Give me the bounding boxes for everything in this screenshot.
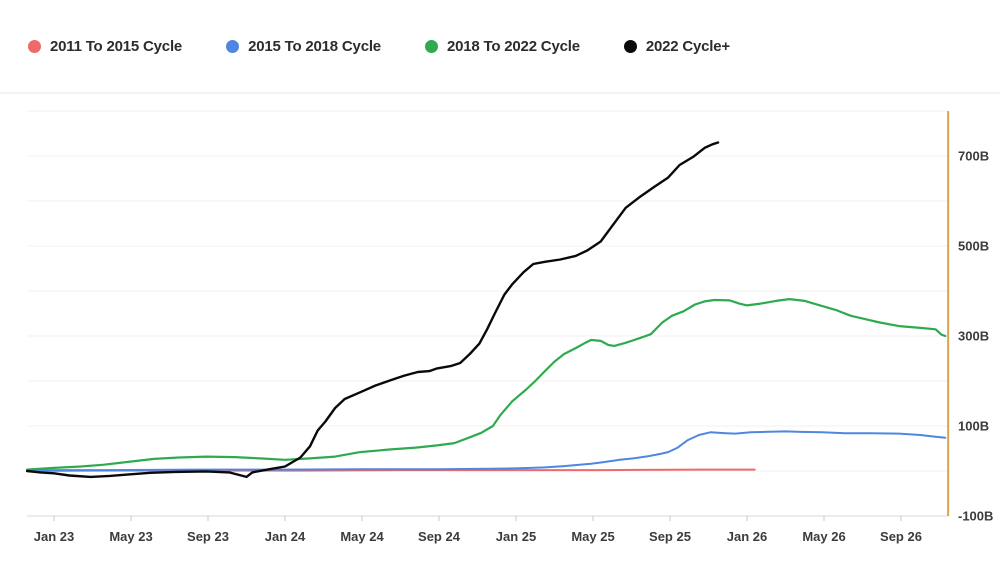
legend-item-2015-2018-cycle[interactable]: 2015 To 2018 Cycle [226, 38, 381, 55]
legend-dot-black-icon [623, 39, 637, 53]
x-tick-label: Jan 25 [496, 529, 536, 544]
x-tick-label: Sep 25 [649, 529, 691, 544]
x-tick-label: May 26 [802, 529, 845, 544]
legend-item-2011-2015-cycle[interactable]: 2011 To 2015 Cycle [28, 38, 182, 55]
y-tick-label: 500B [958, 239, 989, 254]
y-tick-label: -100B [958, 509, 993, 524]
legend-label: 2015 To 2018 Cycle [248, 37, 381, 55]
legend-dot-green-icon [424, 39, 438, 53]
series-line-cycle-2015-2018 [26, 430, 947, 472]
x-tick-label: Sep 26 [880, 529, 922, 544]
x-tick-label: May 25 [571, 529, 614, 544]
legend-item-2022-cycle-plus[interactable]: 2022 Cycle+ [623, 37, 730, 55]
legend-dot-red-icon [28, 39, 41, 53]
y-tick-label: 100B [958, 419, 989, 434]
legend-label: 2018 To 2022 Cycle [446, 37, 580, 55]
x-tick-label: May 24 [340, 529, 384, 544]
y-tick-label: 300B [958, 329, 989, 344]
series-line-cycle-2018-2022 [26, 298, 947, 471]
x-tick-label: Jan 24 [265, 529, 306, 544]
series-line-cycle-2022-plus [25, 141, 720, 479]
legend-dot-blue-icon [226, 39, 240, 53]
legend-item-2018-2022-cycle[interactable]: 2018 To 2022 Cycle [424, 37, 580, 55]
legend-label: 2022 Cycle+ [645, 37, 730, 55]
chart-legend: 2011 To 2015 Cycle 2015 To 2018 Cycle 20… [0, 0, 1000, 92]
x-tick-label: Jan 23 [34, 529, 74, 544]
x-tick-label: Jan 26 [727, 529, 767, 544]
x-tick-label: Sep 23 [187, 529, 229, 544]
legend-label: 2011 To 2015 Cycle [50, 37, 183, 55]
y-tick-label: 700B [958, 149, 989, 164]
x-tick-label: May 23 [109, 529, 152, 544]
x-tick-label: Sep 24 [418, 529, 461, 544]
